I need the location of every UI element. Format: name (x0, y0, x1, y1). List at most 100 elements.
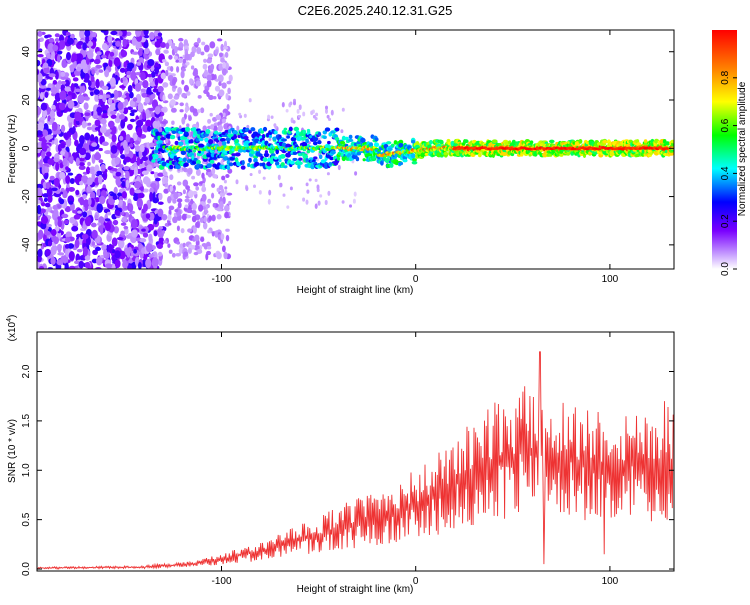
spectrogram-cell (37, 106, 42, 116)
spectrogram-cell (41, 150, 46, 159)
spectrogram-cell (131, 51, 139, 55)
spectrogram-cell (115, 40, 121, 47)
spectrogram-cell (58, 102, 66, 111)
spectrogram-cell (60, 80, 67, 85)
spectrogram-cell (190, 65, 195, 70)
spectrogram-cell (320, 159, 327, 164)
spectrogram-cell (173, 95, 180, 100)
spectrogram-cell (162, 94, 166, 102)
spectrogram-cell (203, 44, 210, 53)
spectrogram-cell (253, 184, 256, 188)
spectrogram-cell (106, 211, 112, 216)
spectrogram-cell (210, 63, 215, 71)
spectrogram-cell (57, 204, 62, 209)
spectrogram-cell (281, 101, 285, 108)
spectrogram-cell (317, 131, 322, 137)
spectrogram-cell (184, 126, 191, 132)
spectrogram-cell (221, 245, 226, 253)
spectrogram-cell (149, 81, 156, 87)
spectrogram-cell (117, 238, 125, 249)
spectrogram-cell (184, 198, 190, 203)
spectrogram-cell (178, 37, 184, 42)
snr-ytick-label: 0.0 (21, 562, 32, 576)
spectrogram-cell (37, 260, 40, 269)
spectrogram-cell (133, 195, 139, 202)
spectrogram-cell (161, 213, 168, 221)
spectrogram-cell (190, 198, 194, 205)
spectrogram-cell (402, 158, 408, 163)
spectrogram-cell (154, 78, 159, 86)
spectrogram-cell (37, 30, 43, 37)
spectrogram-cell (40, 78, 47, 86)
spectrogram-cell (248, 130, 252, 134)
spectrogram-cell (206, 163, 213, 169)
spectrogram-cell (78, 260, 85, 269)
spectrogram-cell (145, 213, 151, 219)
spectrogram-cell (53, 193, 61, 198)
spectrogram-cell (187, 167, 193, 175)
spectrogram-cell (46, 187, 53, 197)
spectrogram-cell (53, 177, 60, 187)
snr-ytick-label: 1.5 (21, 413, 32, 427)
spectrogram-cell (37, 187, 43, 197)
spectrogram-cell (114, 259, 121, 269)
spectrogram-cell (268, 134, 273, 139)
spectrogram-cell (95, 64, 103, 69)
spectrogram-cell (184, 53, 190, 61)
spectrogram-cell (81, 175, 89, 184)
spectrogram-cell (133, 180, 142, 189)
spectrogram-cell (578, 139, 583, 144)
spectrogram-cell (113, 186, 118, 195)
spectrogram-cell (57, 252, 65, 256)
spectrogram-cell (57, 219, 63, 228)
spectrogram-cell (175, 164, 181, 170)
spectrogram-cell (191, 175, 196, 180)
spectrogram-cell (165, 42, 170, 50)
spectrogram-cell (121, 191, 128, 199)
spectrogram-cell (159, 116, 164, 121)
spectrogram-cell (305, 199, 309, 205)
spectrogram-cell (212, 174, 218, 179)
spectrogram-cell (90, 75, 95, 83)
spectrogram-cell (133, 249, 138, 254)
spectrogram-cell (152, 120, 159, 129)
spectrogram-cell (54, 129, 62, 135)
spectrogram-cell (226, 103, 230, 110)
spectrogram-cell (208, 215, 212, 222)
spectrogram-cell (211, 214, 216, 222)
spectrogram-cell (63, 219, 70, 225)
spectrogram-cell (155, 48, 161, 56)
spectrogram-cell (163, 50, 169, 54)
spectrogram-cell (249, 172, 253, 177)
spectrogram-cell (157, 135, 161, 141)
spectrogram-cell (134, 83, 142, 92)
spectrogram-cell (137, 262, 142, 269)
spectrogram-cell (334, 127, 340, 132)
spectrogram-cell (132, 97, 138, 102)
spectrogram-cell (154, 35, 162, 40)
spectrogram-cell (78, 162, 85, 167)
spectrogram-cell (93, 58, 101, 65)
spectrogram-cell (227, 87, 231, 95)
spectrogram-cell (70, 82, 75, 93)
spectrogram-cell (37, 144, 42, 154)
spectrogram-cell (306, 189, 310, 194)
spectrogram-cell (223, 150, 228, 154)
spectrogram-cell (39, 159, 43, 168)
spectrogram-cell (198, 143, 205, 148)
spectrogram-cell (443, 151, 449, 156)
snr-xlabel: Height of straight line (km) (297, 584, 414, 595)
spectrogram-cell (201, 193, 207, 202)
spectrogram-cell (87, 177, 93, 186)
spectrogram-cell (171, 252, 176, 258)
spectrogram-cell (176, 198, 183, 203)
spectrogram-cell (82, 194, 87, 199)
colorbar-tick-label: 0.8 (720, 70, 731, 84)
spectrogram-cell (157, 172, 165, 177)
spectrogram-cell (66, 52, 71, 61)
spectrogram-cell (247, 162, 251, 168)
spectrogram-cell (296, 108, 300, 114)
spectrogram-cell (187, 205, 193, 210)
spectrogram-cell (298, 157, 303, 161)
spectrogram-cell (200, 51, 205, 56)
